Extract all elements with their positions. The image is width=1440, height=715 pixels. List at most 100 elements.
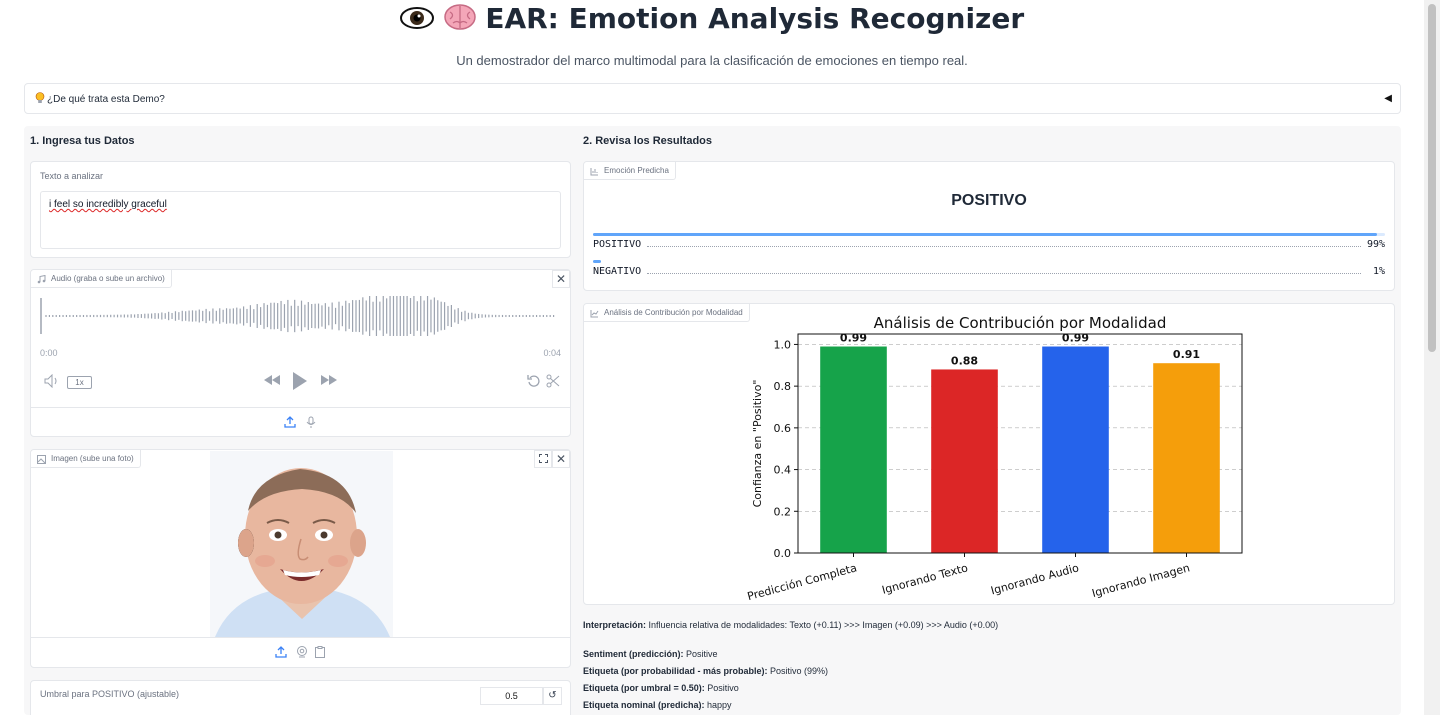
divider <box>31 637 570 638</box>
reset-threshold-icon[interactable]: ↺ <box>543 687 562 705</box>
subtitle: Un demostrador del marco multimodal para… <box>456 53 968 68</box>
y-tick-label: 0.0 <box>774 547 792 560</box>
fast-forward-icon[interactable] <box>320 374 338 389</box>
audio-card: Audio (graba o sube un archivo) ✕ 0:00 0… <box>30 269 571 437</box>
app-title: EAR: Emotion Analysis Recognizer <box>0 2 1424 38</box>
dotted-leader <box>647 273 1361 274</box>
image-icon <box>37 455 46 464</box>
threshold-card: Umbral para POSITIVO (ajustable) 0.5 ↺ <box>30 680 571 715</box>
audio-tag: Audio (graba o sube un archivo) <box>31 270 172 288</box>
audio-clear-button[interactable]: ✕ <box>552 270 570 288</box>
chart-tag: Análisis de Contribución por Modalidad <box>584 304 750 322</box>
bar <box>1042 346 1109 553</box>
y-tick-label: 1.0 <box>774 338 792 351</box>
text-input-card: Texto a analizar i feel so incredibly gr… <box>30 161 571 258</box>
results-section-title: 2. Revisa los Resultados <box>583 135 712 147</box>
x-tick-label: Ignorando Audio <box>989 561 1080 597</box>
music-note-icon <box>37 275 46 284</box>
detail-value: Positive <box>683 649 718 659</box>
image-card: Imagen (sube una foto) ✕ <box>30 449 571 668</box>
prob-fill <box>593 233 1378 236</box>
y-tick-label: 0.8 <box>774 380 792 393</box>
detail-value: Positivo <box>704 683 739 693</box>
bar-value-label: 0.91 <box>1173 348 1200 361</box>
prob-pct: 1% <box>1372 266 1385 277</box>
bar-value-label: 0.99 <box>1062 332 1089 345</box>
chart-tag-label: Análisis de Contribución por Modalidad <box>604 308 743 317</box>
chart-icon <box>590 310 599 318</box>
image-clear-button[interactable]: ✕ <box>552 450 570 468</box>
y-tick-label: 0.2 <box>774 505 792 518</box>
playback-speed-button[interactable]: 1x <box>67 376 92 389</box>
emotion-tag: Emoción Predicha <box>584 162 676 180</box>
text-input-field[interactable]: i feel so incredibly graceful <box>40 191 561 249</box>
detail-row: Etiqueta (por probabilidad - más probabl… <box>583 666 828 676</box>
threshold-input[interactable]: 0.5 <box>480 687 543 705</box>
lightbulb-icon <box>35 92 45 104</box>
text-input-label: Texto a analizar <box>40 171 104 181</box>
y-tick-label: 0.6 <box>774 422 792 435</box>
clipboard-icon[interactable] <box>315 646 325 661</box>
detail-row: Etiqueta (por umbral = 0.50): Positivo <box>583 683 739 693</box>
predicted-emotion: POSITIVO <box>951 192 1027 209</box>
trim-scissors-icon[interactable] <box>546 374 560 391</box>
accordion-header: ¿De qué trata esta Demo? <box>35 92 165 105</box>
image-label: Imagen (sube una foto) <box>51 454 134 463</box>
detail-key: Etiqueta nominal (predicha): <box>583 700 705 710</box>
brain-icon <box>443 3 476 38</box>
scrollbar-thumb[interactable] <box>1428 4 1436 352</box>
prob-label: NEGATIVO <box>593 266 642 277</box>
webcam-icon[interactable] <box>296 646 308 661</box>
audio-label: Audio (graba o sube un archivo) <box>51 274 165 283</box>
rewind-icon[interactable] <box>263 374 281 389</box>
audio-start-time: 0:00 <box>40 348 58 358</box>
detail-value: Positivo (99%) <box>767 666 829 676</box>
interpretation-value: Influencia relativa de modalidades: Text… <box>646 620 999 630</box>
detail-key: Etiqueta (por probabilidad - más probabl… <box>583 666 768 676</box>
accordion-label: ¿De qué trata esta Demo? <box>47 94 165 105</box>
chart-title: Análisis de Contribución por Modalidad <box>874 314 1167 332</box>
text-input-value: i feel so incredibly graceful <box>49 199 167 210</box>
detail-row: Etiqueta nominal (predicha): happy <box>583 700 732 710</box>
chart-card: Análisis de Contribución por Modalidad A… <box>583 303 1395 605</box>
detail-key: Etiqueta (por umbral = 0.50): <box>583 683 705 693</box>
x-tick-label: Ignorando Imagen <box>1091 561 1192 600</box>
threshold-label: Umbral para POSITIVO (ajustable) <box>40 689 180 699</box>
volume-icon[interactable] <box>44 373 62 391</box>
eye-icon <box>399 5 434 38</box>
y-axis-label: Confianza en "Positivo" <box>751 380 764 508</box>
uploaded-photo <box>210 451 393 637</box>
audio-waveform[interactable] <box>40 296 561 336</box>
collapse-arrow-icon[interactable]: ◀ <box>1384 93 1392 104</box>
detail-key: Sentiment (predicción): <box>583 649 684 659</box>
upload-audio-icon[interactable] <box>284 416 296 431</box>
emotion-card: Emoción Predicha POSITIVO POSITIVO 99% N… <box>583 161 1395 291</box>
y-tick-label: 0.4 <box>774 464 792 477</box>
interpretation: Interpretación: Influencia relativa de m… <box>583 620 998 630</box>
divider <box>31 407 570 408</box>
detail-row: Sentiment (predicción): Positive <box>583 649 718 659</box>
bar <box>820 346 887 553</box>
plot-frame <box>797 333 1243 554</box>
prob-label: POSITIVO <box>593 239 642 250</box>
bar <box>1153 363 1220 553</box>
reset-audio-icon[interactable] <box>527 374 541 391</box>
image-tag: Imagen (sube una foto) <box>31 450 141 468</box>
x-tick-label: Predicción Completa <box>746 561 858 602</box>
microphone-icon[interactable] <box>306 416 316 432</box>
upload-image-icon[interactable] <box>275 646 287 661</box>
emotion-tag-label: Emoción Predicha <box>604 166 669 175</box>
label-icon <box>590 168 598 176</box>
title-text: EAR: Emotion Analysis Recognizer <box>485 2 1025 35</box>
bar <box>931 369 998 553</box>
prob-pct: 99% <box>1366 239 1385 250</box>
detail-value: happy <box>704 700 732 710</box>
interpretation-key: Interpretación: <box>583 620 647 630</box>
fullscreen-icon[interactable] <box>534 450 552 468</box>
demo-info-accordion[interactable]: ¿De qué trata esta Demo? ◀ <box>24 83 1401 114</box>
prob-fill <box>593 260 601 263</box>
bar-value-label: 0.88 <box>951 354 978 367</box>
page-scrollbar[interactable] <box>1424 0 1440 715</box>
input-section-title: 1. Ingresa tus Datos <box>30 135 135 147</box>
play-icon[interactable] <box>292 371 308 394</box>
